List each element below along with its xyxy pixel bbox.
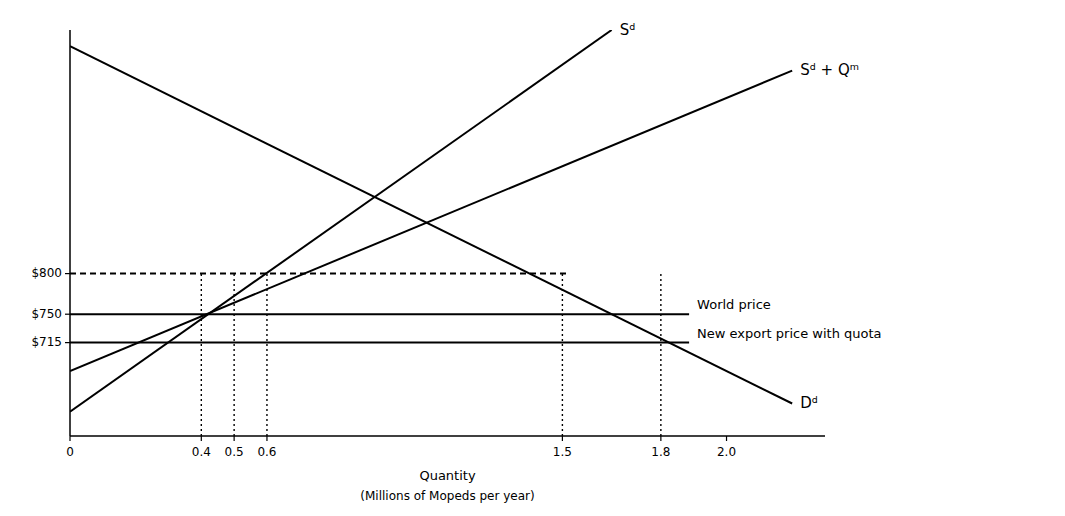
chart: World price New export price with quota Dᵈ… (0, 0, 1065, 516)
reference-line (70, 342, 689, 344)
x-tick-label: 2.0 (717, 445, 736, 459)
dotted-line (201, 274, 202, 436)
x-tick (562, 436, 563, 441)
y-tick-label: $715 (31, 335, 62, 349)
annotation: (Millions of Mopeds per year) (360, 489, 534, 503)
curve (70, 71, 792, 371)
plot-area (70, 30, 792, 436)
x-tick (234, 436, 235, 441)
reference-line (70, 313, 689, 315)
y-tick-label: $750 (31, 307, 62, 321)
y-tick (65, 342, 70, 343)
curve-label: Dᵈ (800, 394, 818, 412)
dashed-line (70, 273, 569, 275)
y-axis-line (69, 30, 71, 436)
curve-label: Sᵈ + Qᵐ (800, 61, 859, 79)
curve-label: Sᵈ (620, 21, 636, 39)
x-tick (726, 436, 727, 441)
x-tick (266, 436, 267, 441)
y-tick (65, 314, 70, 315)
x-tick-label: 1.5 (553, 445, 572, 459)
dotted-line (660, 274, 661, 436)
reference-label: New export price with quota (697, 326, 881, 341)
y-tick (65, 273, 70, 274)
x-tick-label: 0 (66, 445, 74, 459)
axes: 0 0.4 0.5 0.6 1.5 1.8 2.0 $800 $750 $715 (31, 30, 825, 459)
x-tick-label: 0.6 (257, 445, 276, 459)
x-tick-label: 0.5 (225, 445, 244, 459)
x-axis-label: Quantity (419, 468, 475, 483)
curve (70, 46, 792, 403)
labels: World price New export price with quota Dᵈ… (620, 21, 882, 413)
x-tick (201, 436, 202, 441)
curve (70, 30, 612, 412)
dotted-line (562, 274, 563, 436)
x-tick-label: 1.8 (651, 445, 670, 459)
y-tick-label: $800 (31, 266, 62, 280)
x-axis-line (70, 435, 825, 437)
x-tick (69, 436, 70, 441)
dotted-line (233, 274, 234, 436)
dotted-line (266, 274, 267, 436)
x-tick-label: 0.4 (192, 445, 211, 459)
x-tick (660, 436, 661, 441)
reference-label: World price (697, 297, 771, 312)
